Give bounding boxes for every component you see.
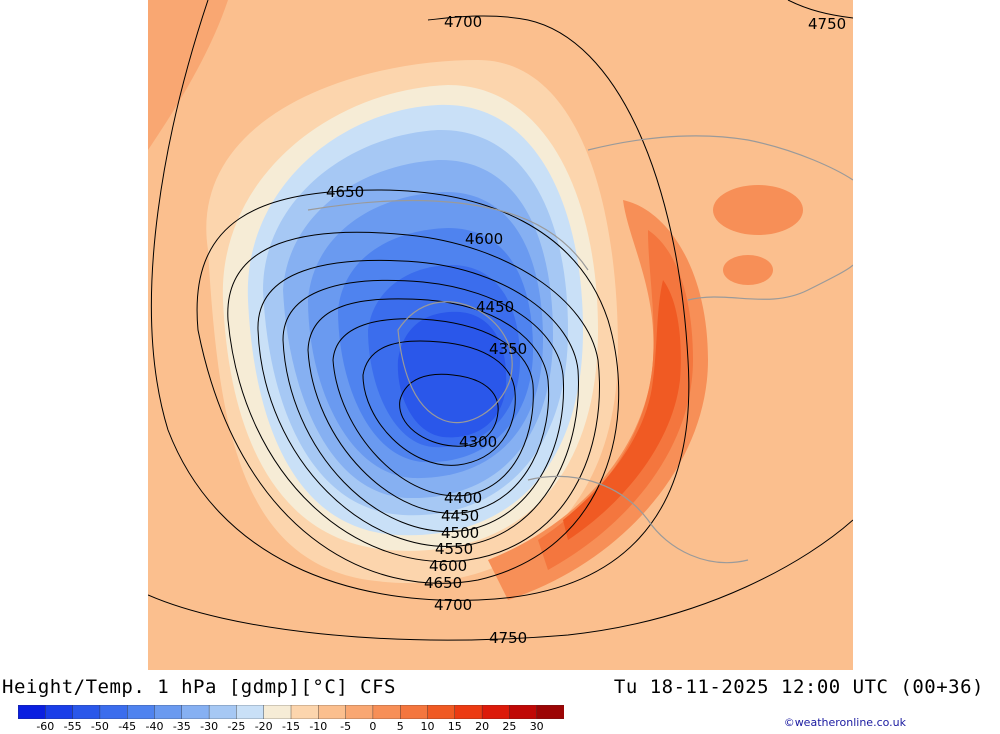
colorbar-tick-label: 30: [529, 720, 544, 733]
contour-label-4650-top: 4650: [326, 183, 364, 201]
colorbar-swatch: [126, 705, 155, 719]
contour-label-4350-top: 4350: [489, 340, 527, 358]
colorbar-tick-label: -25: [227, 720, 246, 733]
colorbar-swatch: [263, 705, 292, 719]
colorbar-swatch: [154, 705, 183, 719]
colorbar-tick-label: -10: [309, 720, 328, 733]
colorbar-swatch: [536, 705, 564, 719]
contour-4750: [148, 519, 853, 641]
colorbar-swatch: [427, 705, 456, 719]
contour-4600: [227, 231, 600, 562]
colorbar-swatch: [99, 705, 128, 719]
colorbar-tick-label: -40: [145, 720, 164, 733]
contour-4700: [151, 0, 853, 601]
colorbar-tick-label: -60: [36, 720, 55, 733]
colorbar-tick-label: 20: [475, 720, 490, 733]
colorbar-tick-label: -35: [172, 720, 191, 733]
colorbar-swatch: [400, 705, 429, 719]
colorbar-swatch: [72, 705, 101, 719]
warm-region-west: [148, 0, 228, 150]
colorbar-swatch: [318, 705, 347, 719]
contour-4650: [196, 189, 620, 584]
colorbar-swatch: [509, 705, 538, 719]
colorbar-swatch: [181, 705, 210, 719]
height-contours: [148, 0, 853, 641]
colorbar-swatch: [208, 705, 237, 719]
contour-label-4600-top: 4600: [465, 230, 503, 248]
colorbar-tick-label: 0: [369, 720, 377, 733]
contour-4300: [399, 373, 499, 447]
colorbar: [18, 705, 564, 719]
colorbar-tick-label: -50: [90, 720, 109, 733]
contour-label-4750-tr: 4750: [808, 15, 846, 33]
colorbar-tick-label: 25: [502, 720, 517, 733]
contour-label-4700-top: 4700: [444, 13, 482, 31]
arctic-coast-north: [307, 199, 589, 271]
colorbar-swatch: [45, 705, 74, 719]
contour-label-4450-b: 4450: [441, 507, 479, 525]
warm-spot-e: [723, 255, 773, 285]
map-datetime: Tu 18-11-2025 12:00 UTC (00+36): [613, 676, 984, 698]
greenland-coast: [397, 301, 513, 424]
colorbar-tick-label: -30: [200, 720, 219, 733]
colorbar-labels: -60 -55 -50 -45 -40 -35 -30 -25 -20 -15 -10 -5 0 5 10 1…: [18, 720, 578, 734]
contour-4500: [282, 279, 565, 532]
colorbar-tick-label: -15: [282, 720, 300, 733]
warm-band-2: [538, 230, 693, 570]
credit-link[interactable]: ©weatheronline.co.uk: [783, 716, 906, 729]
contour-label-4650-b: 4650: [424, 574, 462, 592]
colorbar-tick-label: -20: [254, 720, 273, 733]
contour-label-4500-b: 4500: [441, 524, 479, 542]
contour-4350: [362, 340, 516, 466]
coastlines: [307, 135, 853, 564]
colorbar-swatch: [454, 705, 483, 719]
colorbar-swatch: [345, 705, 374, 719]
contour-label-4700-b: 4700: [434, 596, 472, 614]
colorbar-tick-label: -5: [340, 720, 352, 733]
contour-label-4550-b: 4550: [435, 540, 473, 558]
colorbar-swatch: [236, 705, 265, 719]
contour-label-4750-b: 4750: [489, 629, 527, 647]
colorbar-tick-label: 15: [447, 720, 462, 733]
colorbar-swatch: [372, 705, 401, 719]
warm-spot-ne: [713, 185, 803, 235]
contour-label-4600-b: 4600: [429, 557, 467, 575]
russia-coast: [687, 264, 853, 301]
europe-coast: [527, 475, 749, 564]
scandinavia-coast: [587, 135, 853, 181]
contour-4550: [257, 259, 579, 547]
contour-label-4400-b: 4400: [444, 489, 482, 507]
colorbar-tick-label: -45: [118, 720, 137, 733]
contour-label-4450-top: 4450: [476, 298, 514, 316]
map-title: Height/Temp. 1 hPa [gdmp][°C] CFS: [2, 676, 396, 698]
contour-4450: [307, 298, 550, 514]
colorbar-tick-label: -55: [63, 720, 82, 733]
colorbar-tick-label: 10: [420, 720, 435, 733]
warm-band-core: [563, 280, 681, 540]
contour-label-4300: 4300: [459, 433, 497, 451]
colorbar-swatch: [290, 705, 319, 719]
contour-4400: [332, 318, 534, 497]
weather-map: 4700 4750 4650 4600 4450 4350 4300 4400 …: [148, 0, 853, 670]
colorbar-tick-label: 5: [396, 720, 404, 733]
colorbar-swatch: [481, 705, 510, 719]
colorbar-swatch: [18, 705, 46, 719]
